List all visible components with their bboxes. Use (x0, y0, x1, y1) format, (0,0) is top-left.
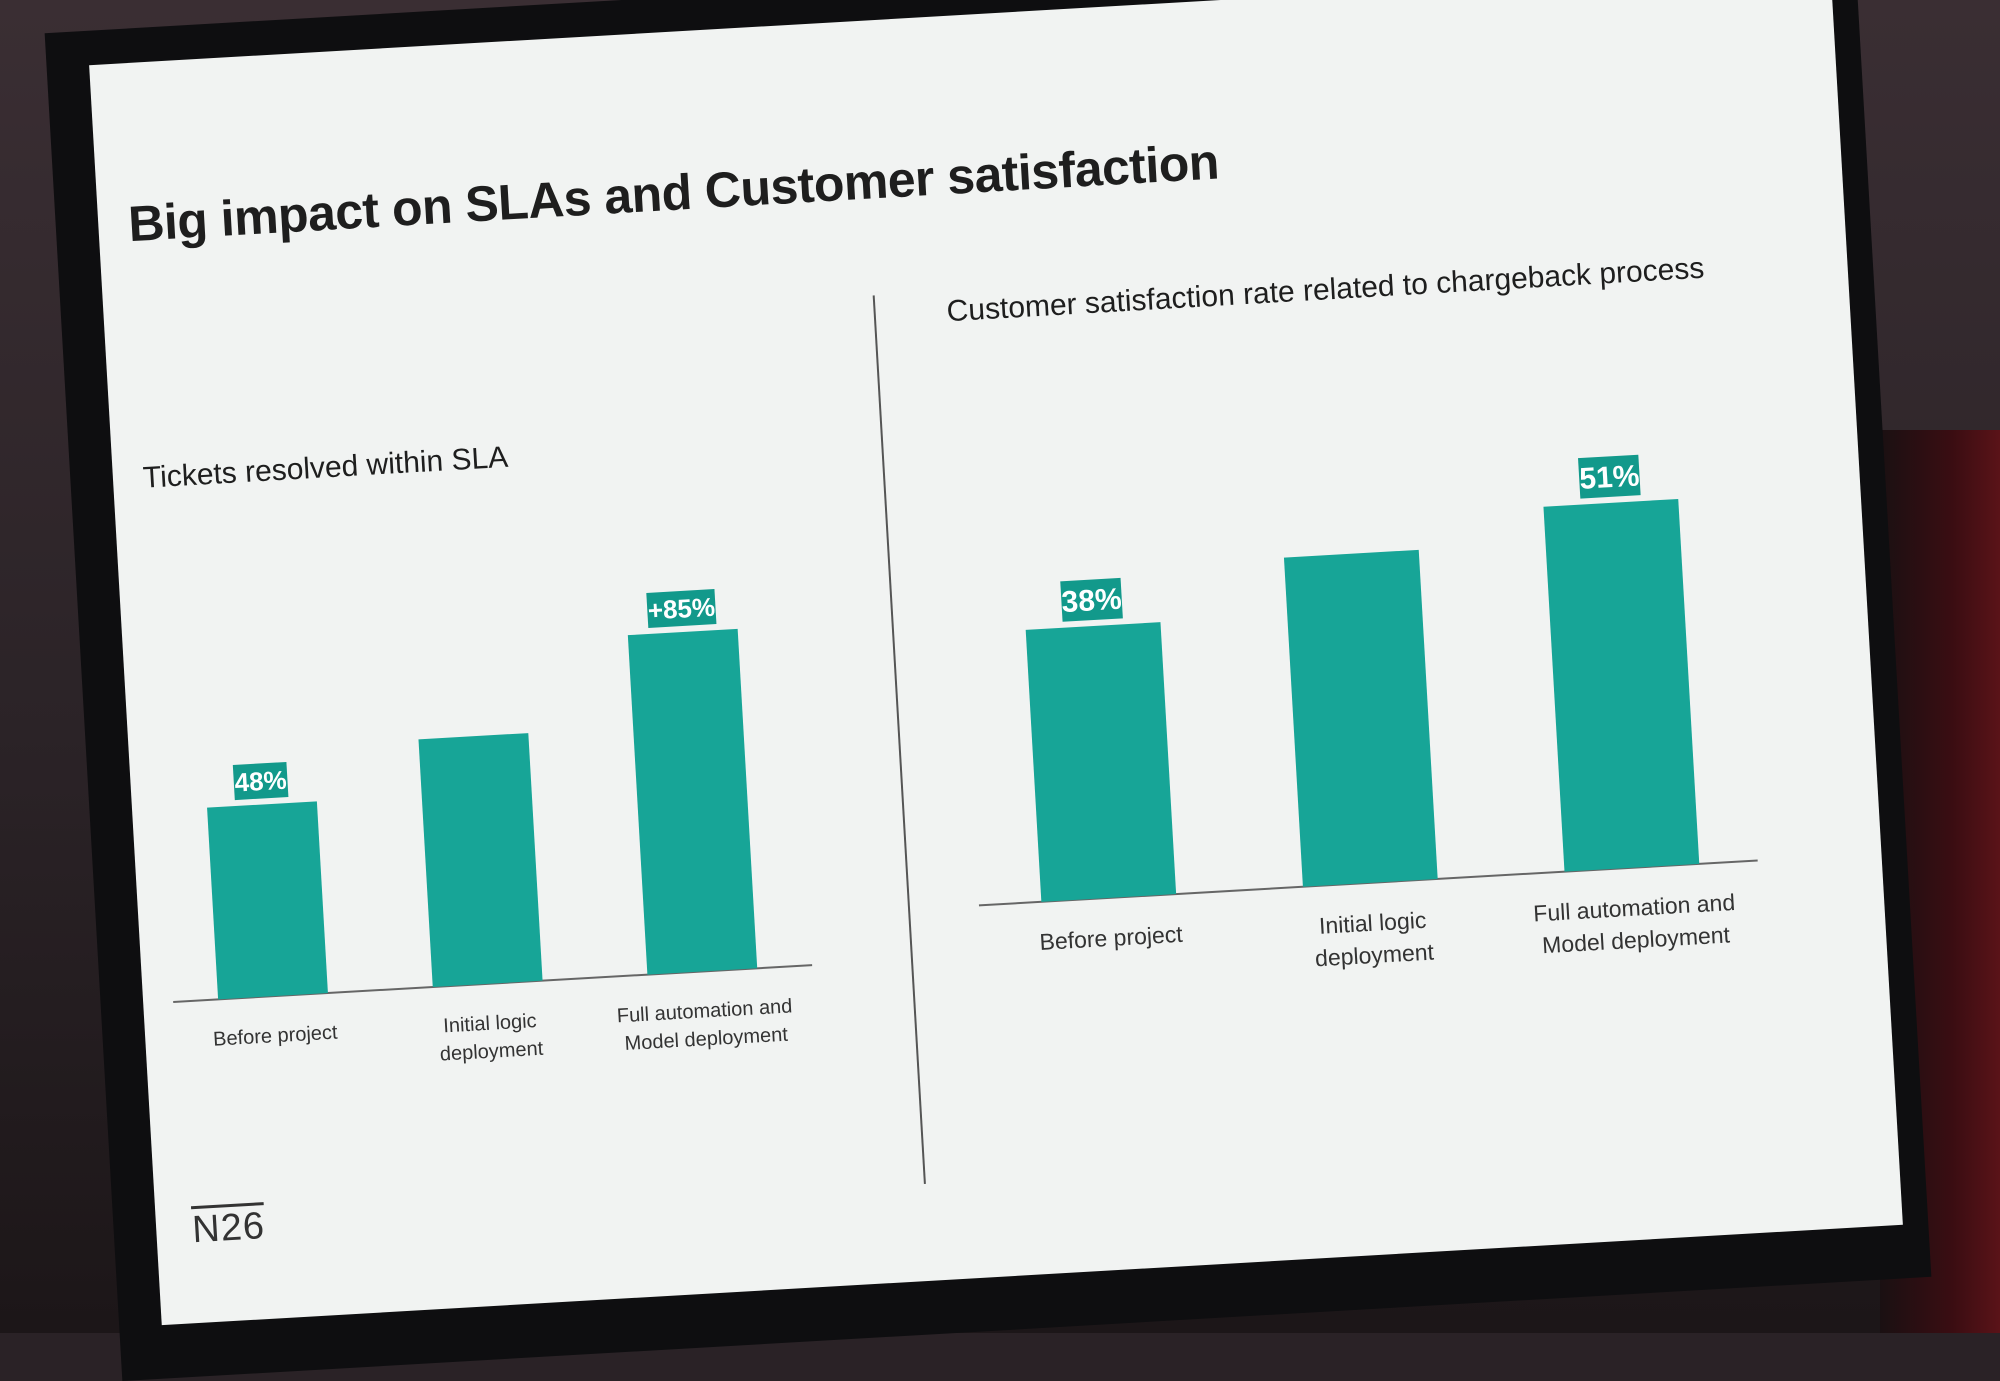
left-bar-chart: 48% Before project Initial logicdeployment… (173, 589, 813, 1066)
bar-2 (418, 733, 543, 987)
category-label-line: deployment (439, 1038, 544, 1066)
value-label-bg-3 (1578, 454, 1641, 499)
category-label-2: Initial logicdeployment (438, 1010, 545, 1066)
category-label-line: Full automation and (1533, 889, 1736, 927)
value-label-3: 51% (1578, 459, 1640, 495)
value-label-bg-3 (646, 589, 717, 628)
category-label-line: Full automation and (616, 995, 793, 1027)
value-label-bg-1 (232, 761, 289, 801)
category-label-3: Full automation andModel deployment (616, 995, 794, 1055)
left-chart-title: Tickets resolved within SLA (142, 440, 510, 495)
category-label-1: Before project (213, 1022, 339, 1051)
n26-logo: N26 (191, 1205, 266, 1252)
presentation-slide: Big impact on SLAs and Customer satisfac… (89, 0, 1903, 1326)
bar-3 (1543, 498, 1700, 872)
logo-text: N26 (191, 1205, 267, 1252)
category-label-line: Model deployment (624, 1024, 789, 1055)
category-label-line: Model deployment (1541, 921, 1731, 958)
category-label-line: Initial logic (1318, 907, 1427, 939)
category-label-line: Initial logic (443, 1010, 538, 1037)
bar-1 (1025, 622, 1177, 902)
right-bar-chart: 38% Before project Initial logicdeployment… (978, 454, 1758, 971)
category-label-3: Full automation andModel deployment (1533, 889, 1738, 959)
value-label-3: +85% (647, 592, 716, 626)
bar-2 (1283, 549, 1438, 887)
right-chart-title: Customer satisfaction rate related to ch… (945, 251, 1706, 329)
bar-1 (207, 801, 328, 1000)
category-label-2: Initial logicdeployment (1313, 906, 1436, 971)
chart-divider (872, 295, 926, 1185)
value-label-1: 38% (1061, 583, 1123, 619)
value-label-bg-1 (1060, 577, 1123, 622)
slide-title: Big impact on SLAs and Customer satisfac… (126, 133, 1221, 253)
category-label-line: deployment (1314, 938, 1435, 971)
value-label-1: 48% (234, 765, 288, 798)
category-label-1: Before project (1039, 921, 1184, 955)
category-label-line: Before project (1039, 921, 1184, 955)
category-label-line: Before project (213, 1022, 339, 1051)
bar-3 (627, 628, 758, 975)
